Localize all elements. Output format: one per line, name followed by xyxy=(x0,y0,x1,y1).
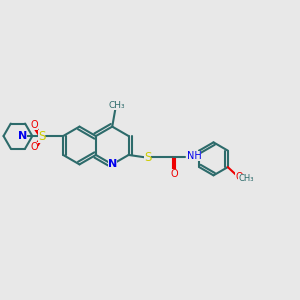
Text: O: O xyxy=(30,142,38,152)
Text: N: N xyxy=(108,159,117,170)
Text: O: O xyxy=(30,120,38,130)
Text: N: N xyxy=(18,131,27,141)
Text: O: O xyxy=(170,169,178,179)
Text: S: S xyxy=(38,130,45,142)
Text: N: N xyxy=(18,131,27,141)
Text: S: S xyxy=(144,151,151,164)
Text: CH₃: CH₃ xyxy=(108,100,125,109)
Text: NH: NH xyxy=(187,152,201,161)
Text: CH₃: CH₃ xyxy=(238,174,254,183)
Text: O: O xyxy=(236,172,243,182)
